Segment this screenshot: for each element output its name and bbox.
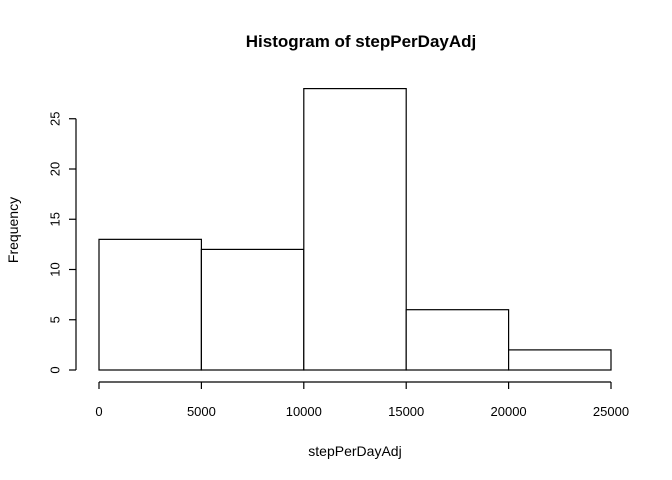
y-tick-label-1: 5	[48, 316, 63, 323]
x-tick-label-5: 25000	[593, 404, 629, 419]
x-tick-label-0: 0	[95, 404, 102, 419]
y-tick-label-0: 0	[48, 366, 63, 373]
histogram-bar-2	[303, 87, 407, 371]
x-tick-label-1: 5000	[187, 404, 216, 419]
x-tick-label-3: 15000	[388, 404, 424, 419]
histogram-bar-4	[508, 349, 612, 371]
y-axis-label: Frequency	[5, 197, 21, 263]
y-tick-label-2: 10	[48, 262, 63, 276]
y-tick-label-4: 20	[48, 162, 63, 176]
y-tick-label-5: 25	[48, 112, 63, 126]
x-axis: 0 5000 10000 15000 20000 25000	[95, 381, 629, 419]
histogram-bar-3	[405, 309, 510, 371]
y-axis: 0 5 10 15 20 25	[48, 112, 77, 374]
y-tick-label-3: 15	[48, 212, 63, 226]
histogram-bar-1	[200, 248, 305, 371]
chart-title: Histogram of stepPerDayAdj	[246, 32, 477, 51]
x-tick-label-4: 20000	[491, 404, 527, 419]
bars-group	[98, 87, 612, 371]
x-axis-label: stepPerDayAdj	[308, 443, 401, 459]
x-tick-label-2: 10000	[286, 404, 322, 419]
histogram-bar-0	[98, 238, 203, 371]
